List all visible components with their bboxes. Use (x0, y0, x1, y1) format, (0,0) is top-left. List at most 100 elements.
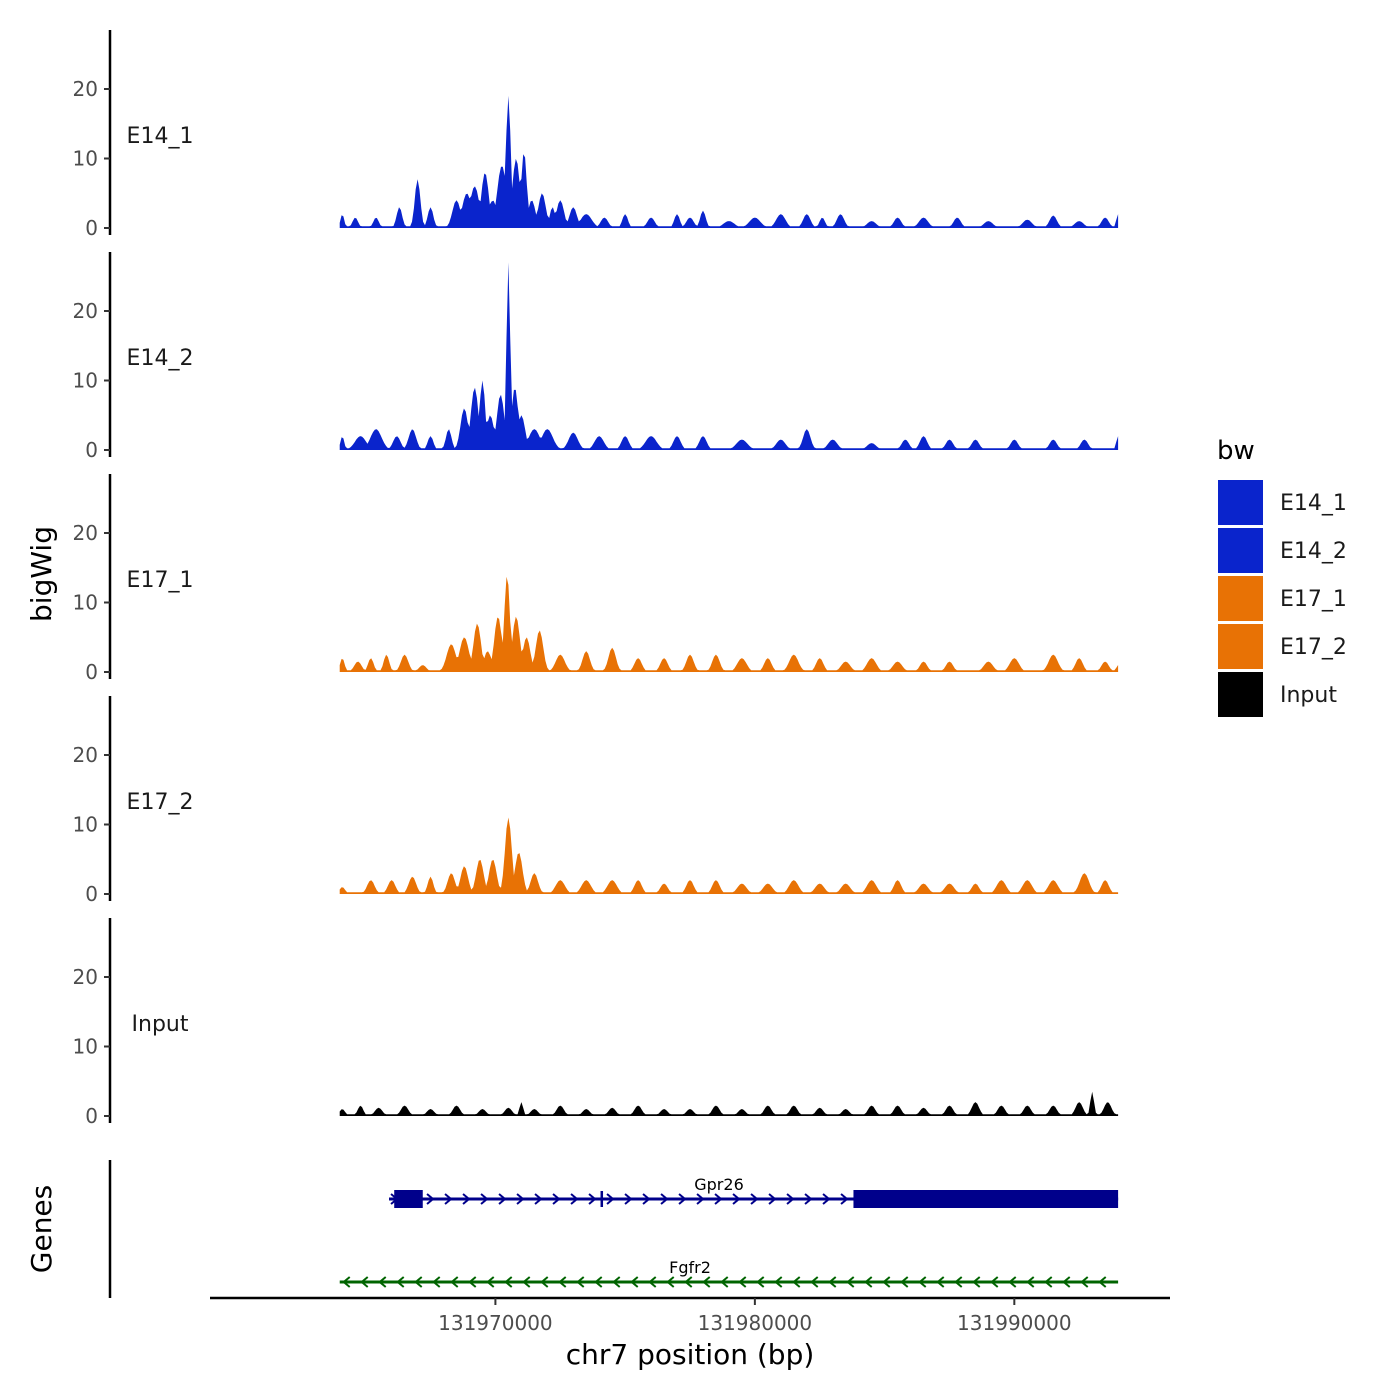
coverage-area-E14_2 (339, 262, 1119, 450)
strand-arrow (648, 1276, 657, 1288)
y-tick-label: 0 (85, 882, 98, 906)
y-tick-label: 20 (73, 299, 98, 323)
y-axis-title: bigWig (25, 526, 58, 622)
legend-label: E14_2 (1280, 539, 1347, 564)
strand-arrow (498, 1193, 507, 1205)
strand-arrow (660, 1193, 669, 1205)
strand-arrow (504, 1276, 513, 1288)
genes-panel: Gpr26 Fgfr2 (108, 1160, 1119, 1298)
strand-arrow (792, 1276, 801, 1288)
gene-label: Gpr26 (694, 1175, 744, 1194)
strand-arrow (900, 1276, 909, 1288)
strand-arrow (846, 1276, 855, 1288)
coverage-area-E17_1 (339, 576, 1119, 672)
y-tick-label: 10 (73, 369, 98, 393)
y-tick-label: 10 (73, 813, 98, 837)
legend-item-E14_2: E14_2 (1218, 528, 1347, 573)
legend-swatch (1218, 528, 1263, 573)
y-tick-label: 20 (73, 77, 98, 101)
legend-swatch (1218, 624, 1263, 669)
legend-item-E14_1: E14_1 (1218, 480, 1347, 525)
strand-arrow (990, 1276, 999, 1288)
strand-arrow (594, 1276, 603, 1288)
gene-exon (853, 1190, 1119, 1208)
strand-arrow (534, 1193, 543, 1205)
y-tick-label: 0 (85, 438, 98, 462)
y-tick-label: 20 (73, 965, 98, 989)
strand-arrow (630, 1276, 639, 1288)
legend-swatch (1218, 672, 1263, 717)
strand-arrow (426, 1193, 435, 1205)
strand-arrow (414, 1276, 423, 1288)
strand-arrow (810, 1276, 819, 1288)
strand-arrow (612, 1276, 621, 1288)
track-label: E14_2 (127, 346, 194, 371)
gene-Fgfr2: Fgfr2 (339, 1258, 1119, 1288)
coverage-area-E17_2 (339, 817, 1119, 894)
legend-swatch (1218, 576, 1263, 621)
y-tick-label: 0 (85, 216, 98, 240)
strand-arrow (750, 1193, 759, 1205)
strand-arrow (480, 1193, 489, 1205)
y-tick-label: 0 (85, 1104, 98, 1128)
strand-arrow (732, 1193, 741, 1205)
legend-label: E17_1 (1280, 587, 1347, 612)
strand-arrow (540, 1276, 549, 1288)
legend-swatch (1218, 480, 1263, 525)
strand-arrow (468, 1276, 477, 1288)
strand-arrow (396, 1276, 405, 1288)
strand-arrow (864, 1276, 873, 1288)
strand-arrow (756, 1276, 765, 1288)
strand-arrow (972, 1276, 981, 1288)
y-tick-label: 10 (73, 1035, 98, 1059)
legend-label: E14_1 (1280, 491, 1347, 516)
strand-arrow (678, 1193, 687, 1205)
legend-item-Input: Input (1218, 672, 1337, 717)
genes-axis-title: Genes (25, 1185, 58, 1273)
strand-arrow (522, 1276, 531, 1288)
strand-arrow (696, 1193, 705, 1205)
strand-arrow (822, 1193, 831, 1205)
track-label: E17_1 (127, 568, 194, 593)
strand-arrow (918, 1276, 927, 1288)
track-E14_1: 0 10 20 E14_1 (73, 30, 1119, 240)
strand-arrow (624, 1193, 633, 1205)
y-tick-label: 0 (85, 660, 98, 684)
strand-arrow (786, 1193, 795, 1205)
coverage-area-E14_1 (339, 95, 1119, 229)
track-E17_1: 0 10 20 E17_1 (73, 474, 1119, 684)
strand-arrow (378, 1276, 387, 1288)
x-tick-label: 131980000 (698, 1311, 813, 1335)
strand-arrow (720, 1276, 729, 1288)
strand-arrow (840, 1193, 849, 1205)
strand-arrow (1080, 1276, 1089, 1288)
track-E14_2: 0 10 20 E14_2 (73, 252, 1119, 462)
y-tick-label: 10 (73, 591, 98, 615)
strand-arrow (738, 1276, 747, 1288)
y-tick-label: 10 (73, 147, 98, 171)
legend-title: bw (1217, 436, 1255, 466)
strand-arrow (882, 1276, 891, 1288)
strand-arrow (684, 1276, 693, 1288)
legend: bw E14_1 E14_2 E17_1 E17_2 Input (1217, 436, 1347, 717)
strand-arrow (558, 1276, 567, 1288)
strand-arrow (444, 1193, 453, 1205)
strand-arrow (432, 1276, 441, 1288)
track-E17_2: 0 10 20 E17_2 (73, 696, 1119, 906)
strand-arrow (570, 1193, 579, 1205)
legend-item-E17_1: E17_1 (1218, 576, 1347, 621)
x-axis-title: chr7 position (bp) (566, 1338, 815, 1371)
gene-label: Fgfr2 (669, 1258, 711, 1277)
strand-arrow (360, 1276, 369, 1288)
coverage-tracks: 0 10 20 E14_1 0 10 20 E14_2 0 10 20 E17_1 0 10 20 E17_2… (73, 30, 1119, 1128)
strand-arrow (1098, 1276, 1107, 1288)
strand-arrow (642, 1193, 651, 1205)
strand-arrow (804, 1193, 813, 1205)
legend-label: Input (1280, 683, 1337, 708)
strand-arrow (774, 1276, 783, 1288)
strand-arrow (1062, 1276, 1071, 1288)
strand-arrow (576, 1276, 585, 1288)
track-Input: 0 10 20 Input (73, 918, 1119, 1128)
